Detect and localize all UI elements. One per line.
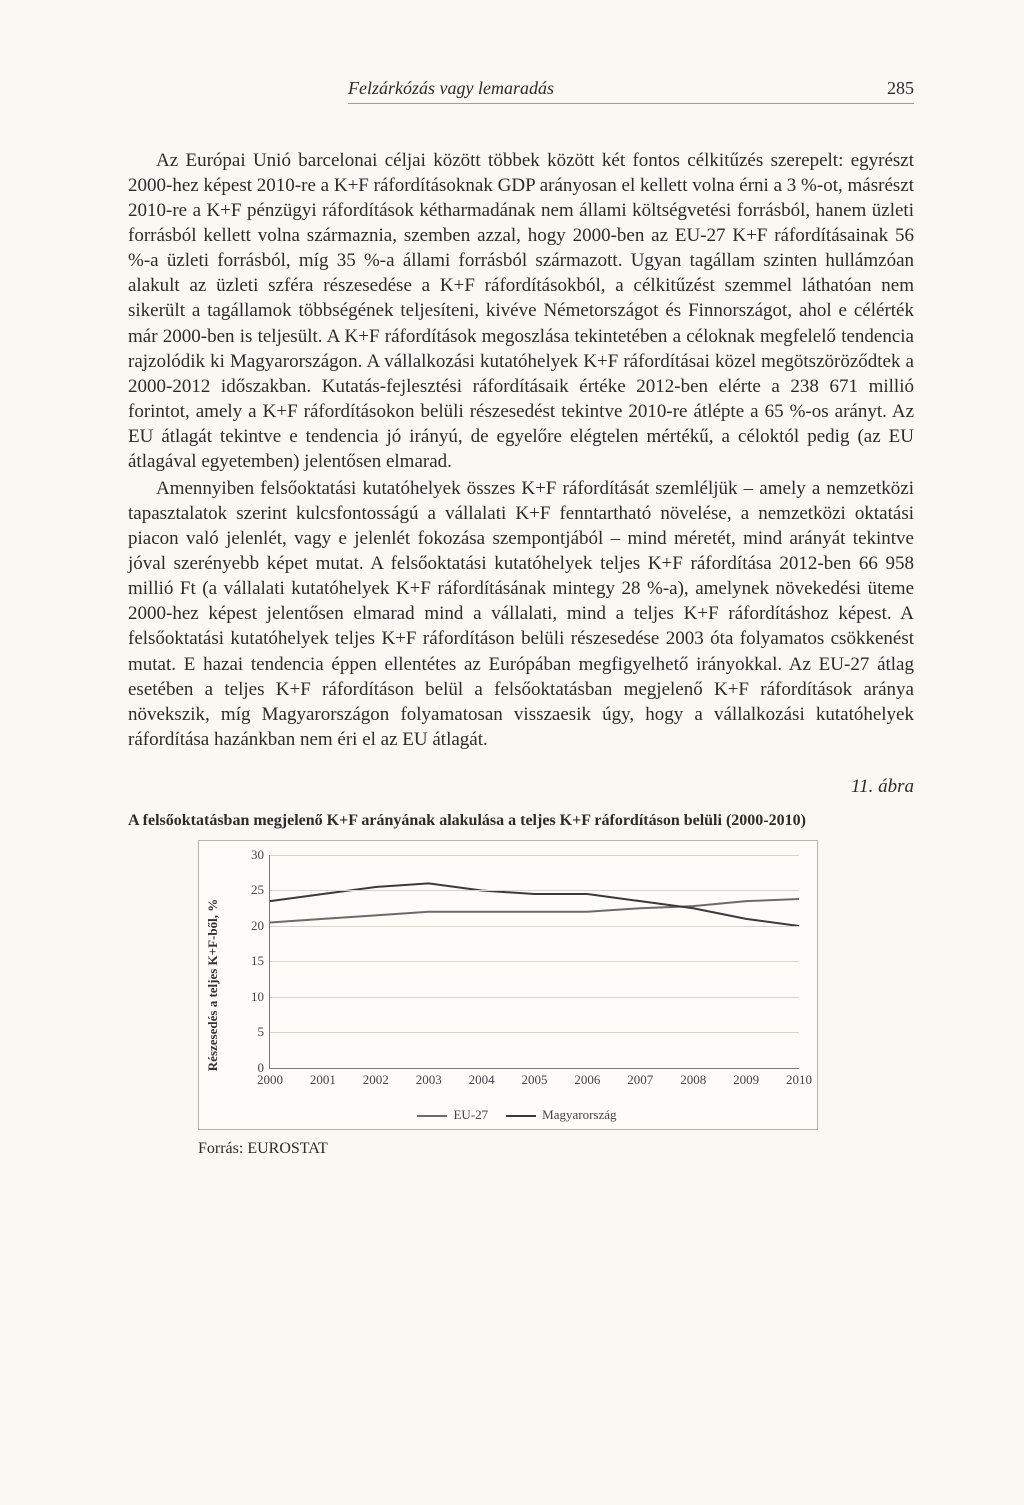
xtick-label: 2004 [469,1068,495,1088]
xtick-label: 2007 [627,1068,653,1088]
body-text: Az Európai Unió barcelonai céljai között… [128,148,914,752]
gridline [270,1032,799,1033]
paragraph-2: Amennyiben felsőoktatási kutatóhelyek ös… [128,476,914,752]
page: Felzárkózás vagy lemaradás 285 Az Európa… [0,0,1024,1505]
gridline [270,961,799,962]
ytick-label: 20 [251,918,270,934]
legend-swatch [506,1115,536,1117]
page-number: 285 [887,78,914,99]
series-line [270,899,799,922]
legend-label: Magyarország [542,1107,616,1122]
ytick-label: 10 [251,989,270,1005]
xtick-label: 2000 [257,1068,283,1088]
figure-source: Forrás: EUROSTAT [198,1140,914,1158]
xtick-label: 2009 [733,1068,759,1088]
legend-swatch [417,1115,447,1117]
gridline [270,855,799,856]
paragraph-1: Az Európai Unió barcelonai céljai között… [128,148,914,474]
running-title: Felzárkózás vagy lemaradás [348,78,847,99]
ytick-label: 30 [251,847,270,863]
ytick-label: 25 [251,882,270,898]
xtick-label: 2002 [363,1068,389,1088]
xtick-label: 2003 [416,1068,442,1088]
y-axis-title: Részesedés a teljes K+F-ből, % [205,899,221,1071]
chart-legend: EU-27 Magyarország [199,1107,817,1123]
running-head: Felzárkózás vagy lemaradás 285 [348,78,914,104]
xtick-label: 2008 [680,1068,706,1088]
xtick-label: 2010 [786,1068,812,1088]
ytick-label: 5 [258,1024,271,1040]
figure-label: 11. ábra [128,776,914,798]
gridline [270,926,799,927]
chart-title: A felsőoktatásban megjelenő K+F arányána… [128,812,914,830]
ytick-label: 15 [251,953,270,969]
xtick-label: 2001 [310,1068,336,1088]
legend-label: EU-27 [453,1107,488,1122]
chart-box: Részesedés a teljes K+F-ből, % 051015202… [198,840,818,1130]
xtick-label: 2005 [522,1068,548,1088]
gridline [270,997,799,998]
xtick-label: 2006 [574,1068,600,1088]
gridline [270,890,799,891]
chart-plot-area: 0510152025302000200120022003200420052006… [269,855,799,1069]
